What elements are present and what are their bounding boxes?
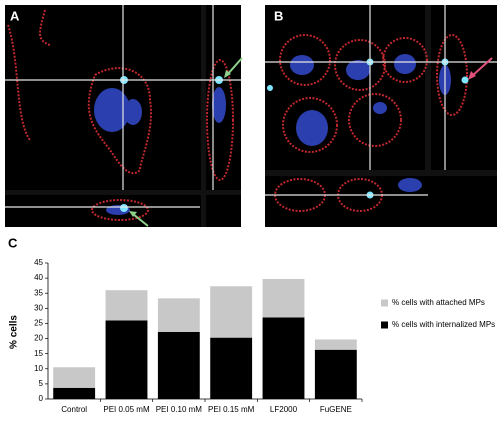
bar-segment: [105, 320, 148, 399]
y-axis-title: % cells: [9, 315, 20, 349]
y-tick-label: 30: [34, 303, 43, 312]
y-tick-label: 15: [34, 349, 43, 358]
x-tick-label: PEI 0.05 mM: [103, 405, 150, 414]
chart: 0 5 10 15 20 25 30 35 40 45 Control PEI 0.05 mM PEI …: [34, 258, 495, 414]
legend-label: % cells with internalized MPs: [392, 320, 495, 329]
y-tick-label: 5: [39, 379, 44, 388]
bar-segment: [262, 279, 305, 318]
x-tick-label: LF2000: [270, 405, 298, 414]
y-tick-label: 0: [39, 394, 44, 403]
y-tick-label: 25: [34, 319, 43, 328]
bar-segment: [314, 339, 357, 350]
legend-swatch: [381, 321, 388, 329]
y-tick-label: 45: [34, 258, 43, 267]
bar-segment: [262, 317, 305, 399]
micrograph-b: B: [265, 5, 497, 227]
legend-label: % cells with attached MPs: [392, 298, 485, 307]
bar-segment: [53, 387, 96, 399]
panel-label: A: [10, 8, 20, 23]
y-tick-label: 20: [34, 334, 43, 343]
bar-segment: [53, 367, 96, 388]
bar-segment: [157, 298, 200, 332]
x-tick-label: Control: [61, 405, 87, 414]
legend-swatch: [381, 299, 388, 307]
bar-segment: [105, 290, 148, 321]
panel-label: B: [274, 8, 283, 23]
x-tick-label: PEI 0.10 mM: [156, 405, 203, 414]
y-tick-label: 40: [34, 273, 43, 282]
bar-segment: [314, 349, 357, 399]
bar-segment: [210, 286, 253, 338]
bar-segment: [157, 331, 200, 399]
y-tick-label: 10: [34, 364, 43, 373]
panel-label: C: [8, 235, 18, 250]
x-tick-label: PEI 0.15 mM: [208, 405, 255, 414]
bar-segment: [210, 337, 253, 399]
x-tick-label: FuGENE: [320, 405, 352, 414]
micrograph-a: A: [5, 5, 243, 227]
y-tick-label: 35: [34, 288, 43, 297]
